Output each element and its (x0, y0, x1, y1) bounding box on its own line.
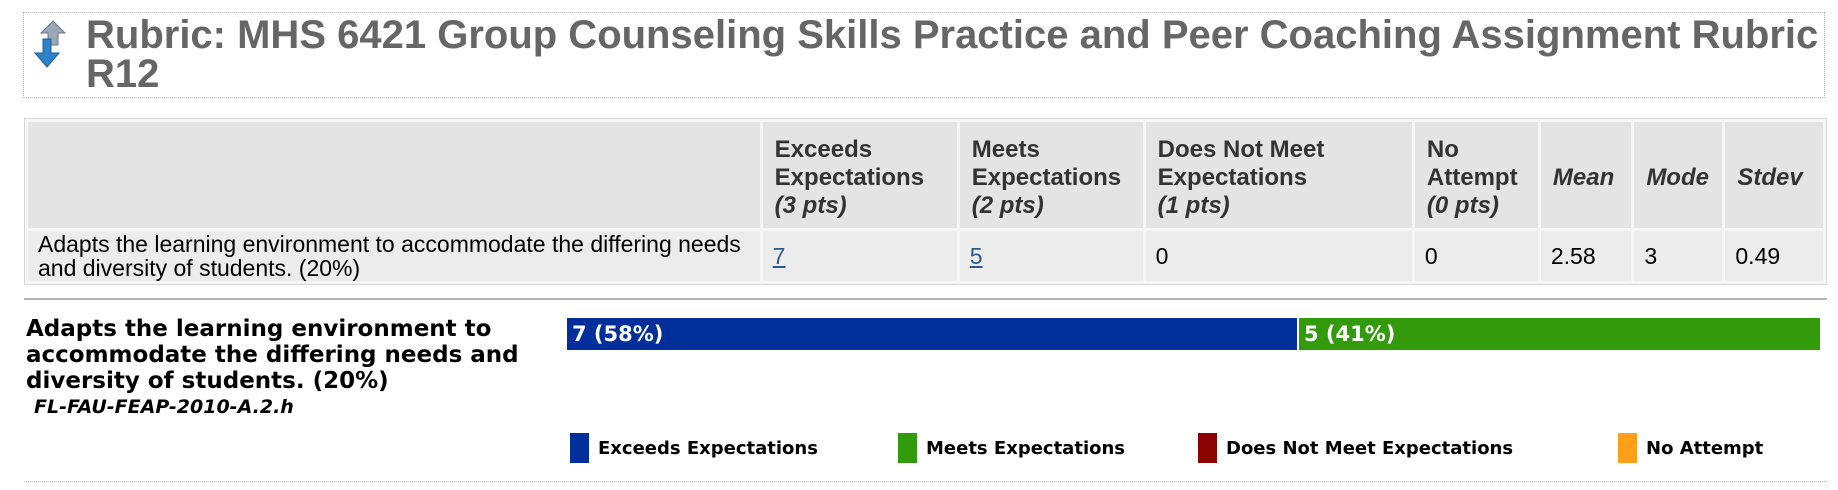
does-not-meet-count-cell: 0 (1145, 231, 1412, 281)
criterion-header (28, 122, 760, 228)
col-mode-header: Mode (1634, 122, 1723, 228)
col-no-attempt-label: No Attempt (1426, 136, 1518, 191)
legend-label-exceeds: Exceeds Expectations (598, 437, 818, 459)
col-exceeds-pts: (3 pts) (774, 192, 847, 219)
legend-item-no-attempt: No Attempt (1618, 433, 1763, 463)
col-meets-pts: (2 pts) (971, 192, 1044, 219)
no-attempt-count-cell: 0 (1414, 231, 1538, 281)
bar-segment: 5 (41%) (1299, 318, 1820, 350)
col-does-not-meet-header: Does Not Meet Expectations (1 pts) (1145, 122, 1412, 228)
col-exceeds-label: Exceeds Expectations (774, 136, 925, 191)
legend-swatch-exceeds (570, 433, 589, 463)
legend-item-does-not-meet: Does Not Meet Expectations (1198, 433, 1513, 463)
bottom-divider (24, 481, 1827, 482)
legend-swatch-no-attempt (1618, 433, 1637, 463)
legend-swatch-meets (898, 433, 917, 463)
table-header-row: Exceeds Expectations (3 pts) Meets Expect… (28, 122, 1823, 228)
col-no-attempt-pts: (0 pts) (1426, 192, 1499, 219)
legend-item-meets: Meets Expectations (898, 433, 1125, 463)
legend-swatch-does-not-meet (1198, 433, 1217, 463)
distribution-criterion-label: Adapts the learning environment to accom… (26, 316, 519, 394)
col-does-not-meet-pts: (1 pts) (1157, 192, 1230, 219)
col-does-not-meet-label: Does Not Meet Expectations (1157, 136, 1325, 191)
legend-label-does-not-meet: Does Not Meet Expectations (1226, 437, 1514, 459)
stdev-cell: 0.49 (1725, 231, 1823, 281)
legend-label-meets: Meets Expectations (926, 437, 1126, 459)
mode-cell: 3 (1634, 231, 1723, 281)
criterion-cell: Adapts the learning environment to accom… (28, 231, 760, 281)
standard-code: FL-FAU-FEAP-2010-A.2.h (34, 396, 294, 418)
exceeds-count-cell: 7 (762, 231, 957, 281)
page-title: Rubric: MHS 6421 Group Counseling Skills… (86, 13, 1819, 96)
legend-item-exceeds: Exceeds Expectations (570, 433, 818, 463)
export-arrows-icon (27, 19, 71, 69)
col-stdev-header: Stdev (1725, 122, 1823, 228)
col-meets-header: Meets Expectations (2 pts) (959, 122, 1143, 228)
meets-count-cell: 5 (959, 231, 1143, 281)
bar-gap (1297, 318, 1299, 350)
table-row: Adapts the learning environment to accom… (28, 231, 1823, 281)
meets-count-link[interactable]: 5 (969, 243, 983, 269)
legend-label-no-attempt: No Attempt (1646, 437, 1764, 459)
col-no-attempt-header: No Attempt (0 pts) (1414, 122, 1538, 228)
mean-cell: 2.58 (1540, 231, 1632, 281)
col-exceeds-header: Exceeds Expectations (3 pts) (762, 122, 957, 228)
section-divider (24, 298, 1827, 300)
title-box: Rubric: MHS 6421 Group Counseling Skills… (23, 12, 1825, 98)
distribution-bar: 7 (58%) 5 (41%) (567, 318, 1820, 350)
col-meets-label: Meets Expectations (971, 136, 1122, 191)
exceeds-count-link[interactable]: 7 (772, 243, 786, 269)
bar-segment: 7 (58%) (567, 318, 1297, 350)
col-mean-header: Mean (1540, 122, 1632, 228)
rubric-table: Exceeds Expectations (3 pts) Meets Expect… (24, 118, 1827, 285)
